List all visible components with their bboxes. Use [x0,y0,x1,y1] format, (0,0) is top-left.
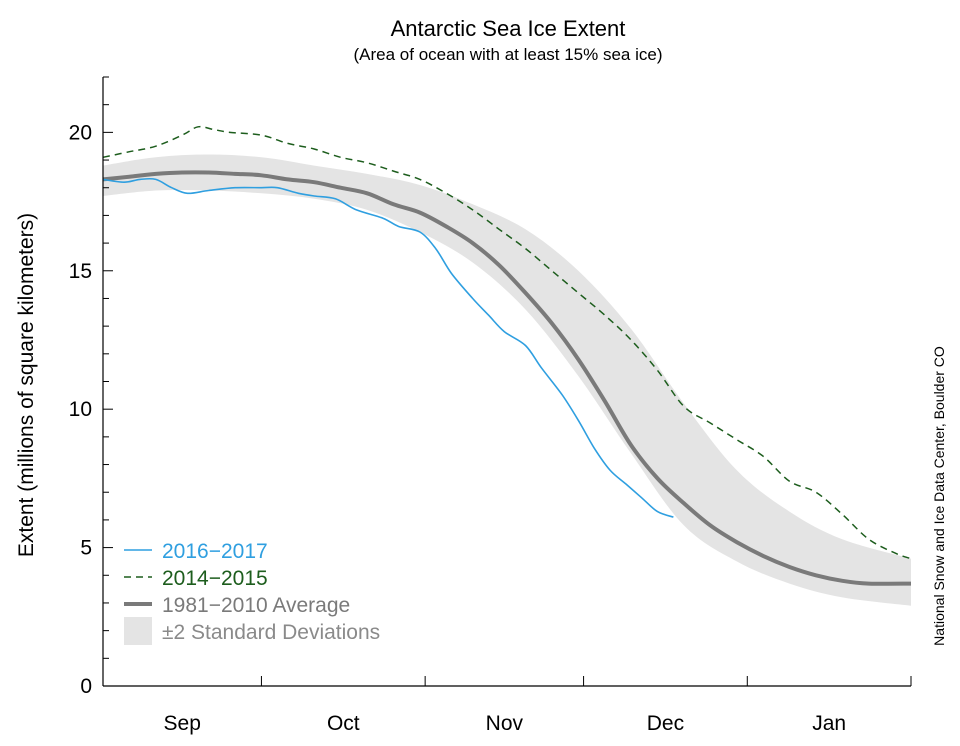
y-tick-label: 15 [69,260,92,283]
chart-title: Antarctic Sea Ice Extent [391,16,626,41]
legend-label-2014-2015: 2014−2015 [162,567,268,590]
series-line-2014-2015 [102,125,912,560]
credit-text: National Snow and Ice Data Center, Bould… [931,346,947,646]
y-tick-label: 20 [69,121,92,144]
x-tick-label-nov: Nov [486,712,524,735]
x-tick-label-sep: Sep [164,712,201,735]
series-line-2016-2017 [102,177,674,518]
y-tick-label: 10 [69,398,92,421]
std-dev-band [103,154,911,606]
y-axis-label: Extent (millions of square kilometers) [15,213,38,557]
y-tick-label: 0 [80,675,92,698]
legend-swatch-std [124,617,152,645]
legend-label-average: 1981−2010 Average [162,594,350,617]
series-line-average [102,170,912,586]
legend-label-2016-2017: 2016−2017 [162,540,268,563]
x-tick-label-dec: Dec [647,712,684,735]
legend: 2016−2017 2014−2015 1981−2010 Average ±2 St… [124,540,380,645]
plot-area: 0 5 10 15 20 Sep Oct Nov Dec Jan [69,76,912,735]
legend-label-std: ±2 Standard Deviations [162,621,380,644]
y-tick-label: 5 [80,537,92,560]
chart-subtitle: (Area of ocean with at least 15% sea ice… [354,45,663,64]
x-tick-label-jan: Jan [812,712,846,735]
x-tick-label-oct: Oct [327,712,360,735]
